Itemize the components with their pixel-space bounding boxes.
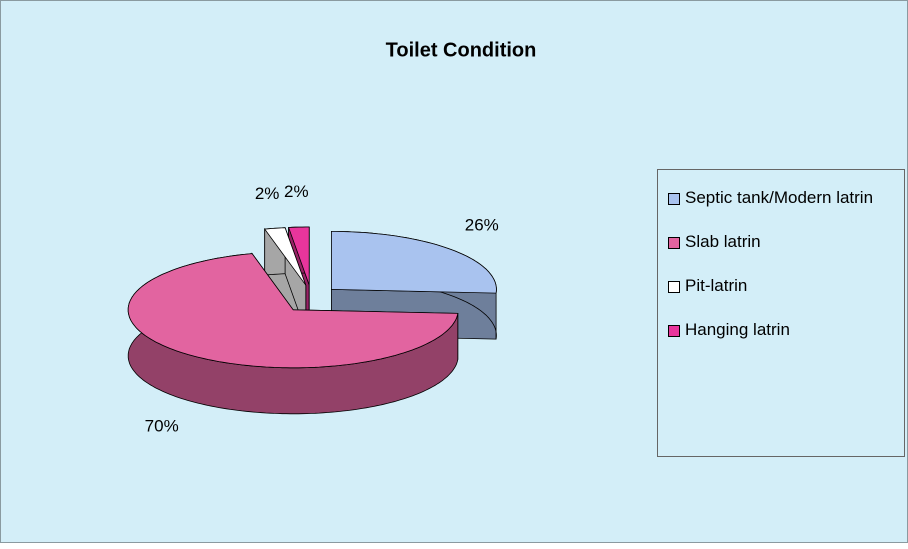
legend-label: Pit-latrin bbox=[685, 276, 748, 295]
legend: Septic tank/Modern latrin Slab latrin Pit-… bbox=[657, 169, 905, 457]
data-label: 2% bbox=[284, 182, 309, 201]
data-label: 26% bbox=[465, 216, 499, 235]
pie-slice bbox=[127, 252, 459, 415]
legend-entry: Hanging latrin bbox=[668, 316, 896, 344]
legend-label: Septic tank/Modern latrin bbox=[685, 188, 874, 207]
legend-swatch bbox=[668, 193, 680, 205]
slice-top bbox=[288, 226, 310, 286]
slice-top bbox=[263, 227, 307, 286]
legend-swatch bbox=[668, 237, 680, 249]
slice-top bbox=[331, 231, 497, 294]
legend-label: Slab latrin bbox=[685, 232, 761, 251]
pie-slice bbox=[263, 227, 307, 333]
data-label: 70% bbox=[145, 417, 179, 436]
legend-swatch bbox=[668, 281, 680, 293]
chart-title: Toilet Condition bbox=[386, 39, 537, 61]
legend-entry: Pit-latrin bbox=[668, 272, 896, 300]
slice-top bbox=[127, 253, 459, 369]
legend-entry: Septic tank/Modern latrin bbox=[668, 184, 896, 212]
legend-entry: Slab latrin bbox=[668, 228, 896, 256]
data-label: 2% bbox=[255, 184, 280, 203]
legend-swatch bbox=[668, 325, 680, 337]
legend-label: Hanging latrin bbox=[685, 320, 790, 339]
